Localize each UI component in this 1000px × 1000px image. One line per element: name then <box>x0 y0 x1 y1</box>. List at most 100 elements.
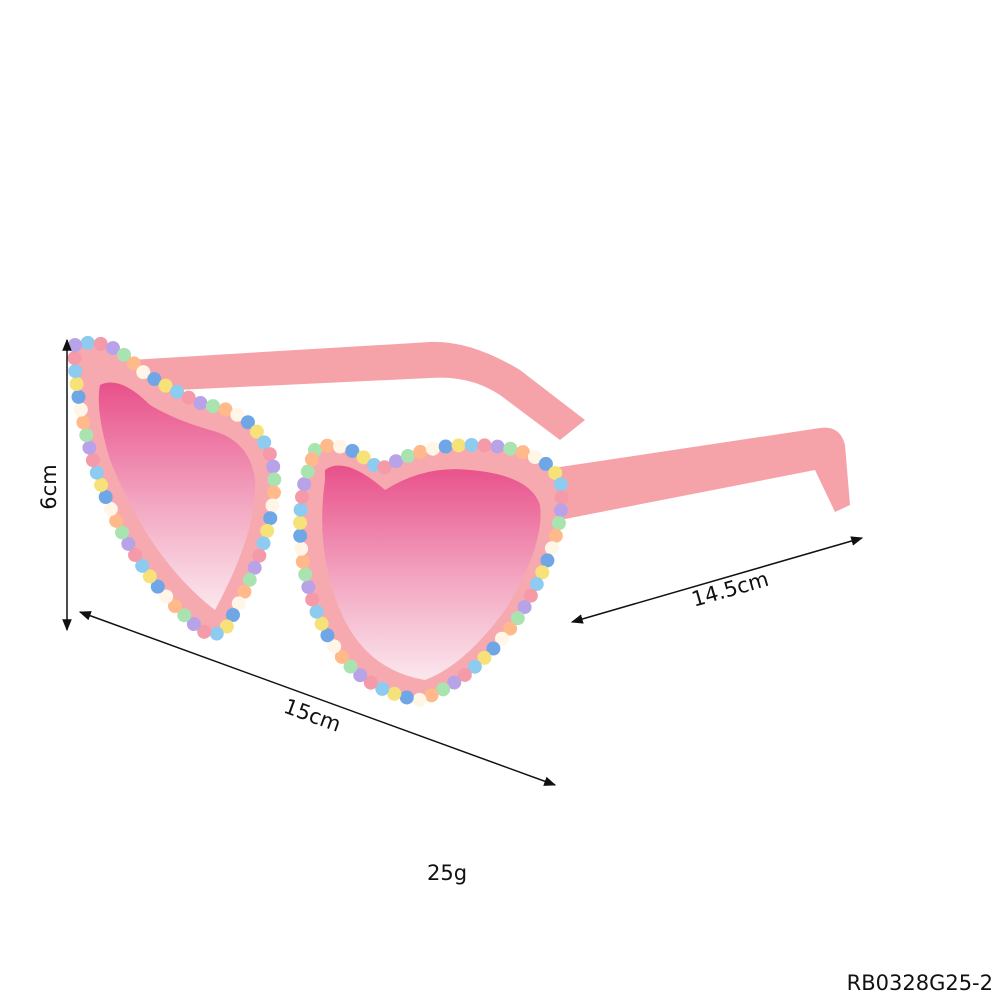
left-lens <box>98 382 256 610</box>
weight-label: 25g <box>427 861 467 885</box>
heart-bead <box>169 384 184 399</box>
heart-bead <box>240 415 255 430</box>
heart-bead <box>523 588 538 603</box>
heart-bead <box>79 428 94 443</box>
heart-bead <box>89 465 104 480</box>
temple-arrow <box>570 536 864 624</box>
heart-bead <box>517 600 532 615</box>
heart-bead <box>535 565 550 580</box>
heart-bead <box>237 584 252 599</box>
heart-bead <box>300 464 315 479</box>
heart-bead <box>257 435 272 450</box>
heart-bead <box>527 450 542 465</box>
heart-bead <box>209 626 224 641</box>
heart-bead <box>82 440 97 455</box>
heart-bead <box>73 402 88 417</box>
heart-bead <box>320 438 335 453</box>
heart-bead <box>490 439 505 454</box>
heart-bead <box>503 441 518 456</box>
heart-bead <box>68 364 83 379</box>
heart-bead <box>142 569 157 584</box>
heart-bead <box>295 489 310 504</box>
heart-bead <box>115 525 130 540</box>
heart-bead <box>477 438 492 453</box>
heart-bead <box>158 378 173 393</box>
heart-bead <box>301 580 316 595</box>
heart-bead <box>159 589 174 604</box>
heart-bead <box>256 536 271 551</box>
heart-bead <box>103 502 118 517</box>
heart-bead <box>540 553 555 568</box>
heart-bead <box>98 490 113 505</box>
heart-bead <box>136 365 151 380</box>
height-label: 6cm <box>37 464 61 509</box>
product-code: RB0328G25-2 <box>847 971 993 995</box>
heart-bead <box>293 502 308 517</box>
heart-bead <box>377 460 392 475</box>
heart-bead <box>242 572 257 587</box>
heart-bead <box>529 577 544 592</box>
heart-bead <box>548 465 563 480</box>
heart-bead <box>356 450 371 465</box>
temple-label: 14.5cm <box>689 567 771 612</box>
heart-bead <box>265 498 280 513</box>
width-label: 15cm <box>281 694 344 737</box>
heart-bead <box>314 616 329 631</box>
heart-bead <box>252 548 267 563</box>
heart-bead <box>147 372 162 387</box>
heart-bead <box>544 541 559 556</box>
heart-bead <box>399 690 414 705</box>
heart-bead <box>105 341 120 356</box>
heart-bead <box>293 515 308 530</box>
heart-bead <box>309 604 324 619</box>
heart-bead <box>93 336 108 351</box>
heart-bead <box>367 458 382 473</box>
far-temple <box>130 341 585 440</box>
heart-bead <box>424 688 439 703</box>
heart-bead <box>538 456 553 471</box>
heart-bead <box>128 547 143 562</box>
heart-bead <box>451 438 466 453</box>
heart-bead <box>464 438 479 453</box>
heart-bead <box>193 396 208 411</box>
heart-bead <box>333 439 348 454</box>
heart-bead <box>69 377 84 392</box>
heart-bead <box>249 424 264 439</box>
heart-bead <box>231 596 246 611</box>
heart-bead <box>400 449 415 464</box>
heart-bead <box>293 528 308 543</box>
heart-bead <box>80 335 95 350</box>
heart-bead <box>553 503 568 518</box>
heart-bead <box>438 439 453 454</box>
heart-bead <box>388 454 403 469</box>
heart-bead <box>554 490 569 505</box>
heart-bead <box>515 445 530 460</box>
heart-bead <box>267 472 282 487</box>
heart-bead <box>67 351 82 366</box>
heart-bead <box>230 407 245 422</box>
heart-bead <box>305 592 320 607</box>
heart-bead <box>260 523 275 538</box>
heart-bead <box>413 444 428 459</box>
heart-bead <box>266 485 281 500</box>
heart-bead <box>126 356 141 371</box>
heart-bead <box>181 390 196 405</box>
heart-bead <box>294 541 309 556</box>
heart-bead <box>263 511 278 526</box>
heart-bead <box>218 402 233 417</box>
heart-bead <box>262 447 277 462</box>
heart-bead <box>94 477 109 492</box>
heart-bead <box>548 528 563 543</box>
heart-bead <box>295 554 310 569</box>
heart-bead <box>425 441 440 456</box>
heart-bead <box>297 477 312 492</box>
heart-bead <box>71 389 86 404</box>
heart-bead <box>109 513 124 528</box>
heart-bead <box>266 459 281 474</box>
heart-bead <box>76 415 91 430</box>
heart-bead <box>304 452 319 467</box>
width-arrow <box>78 611 557 786</box>
